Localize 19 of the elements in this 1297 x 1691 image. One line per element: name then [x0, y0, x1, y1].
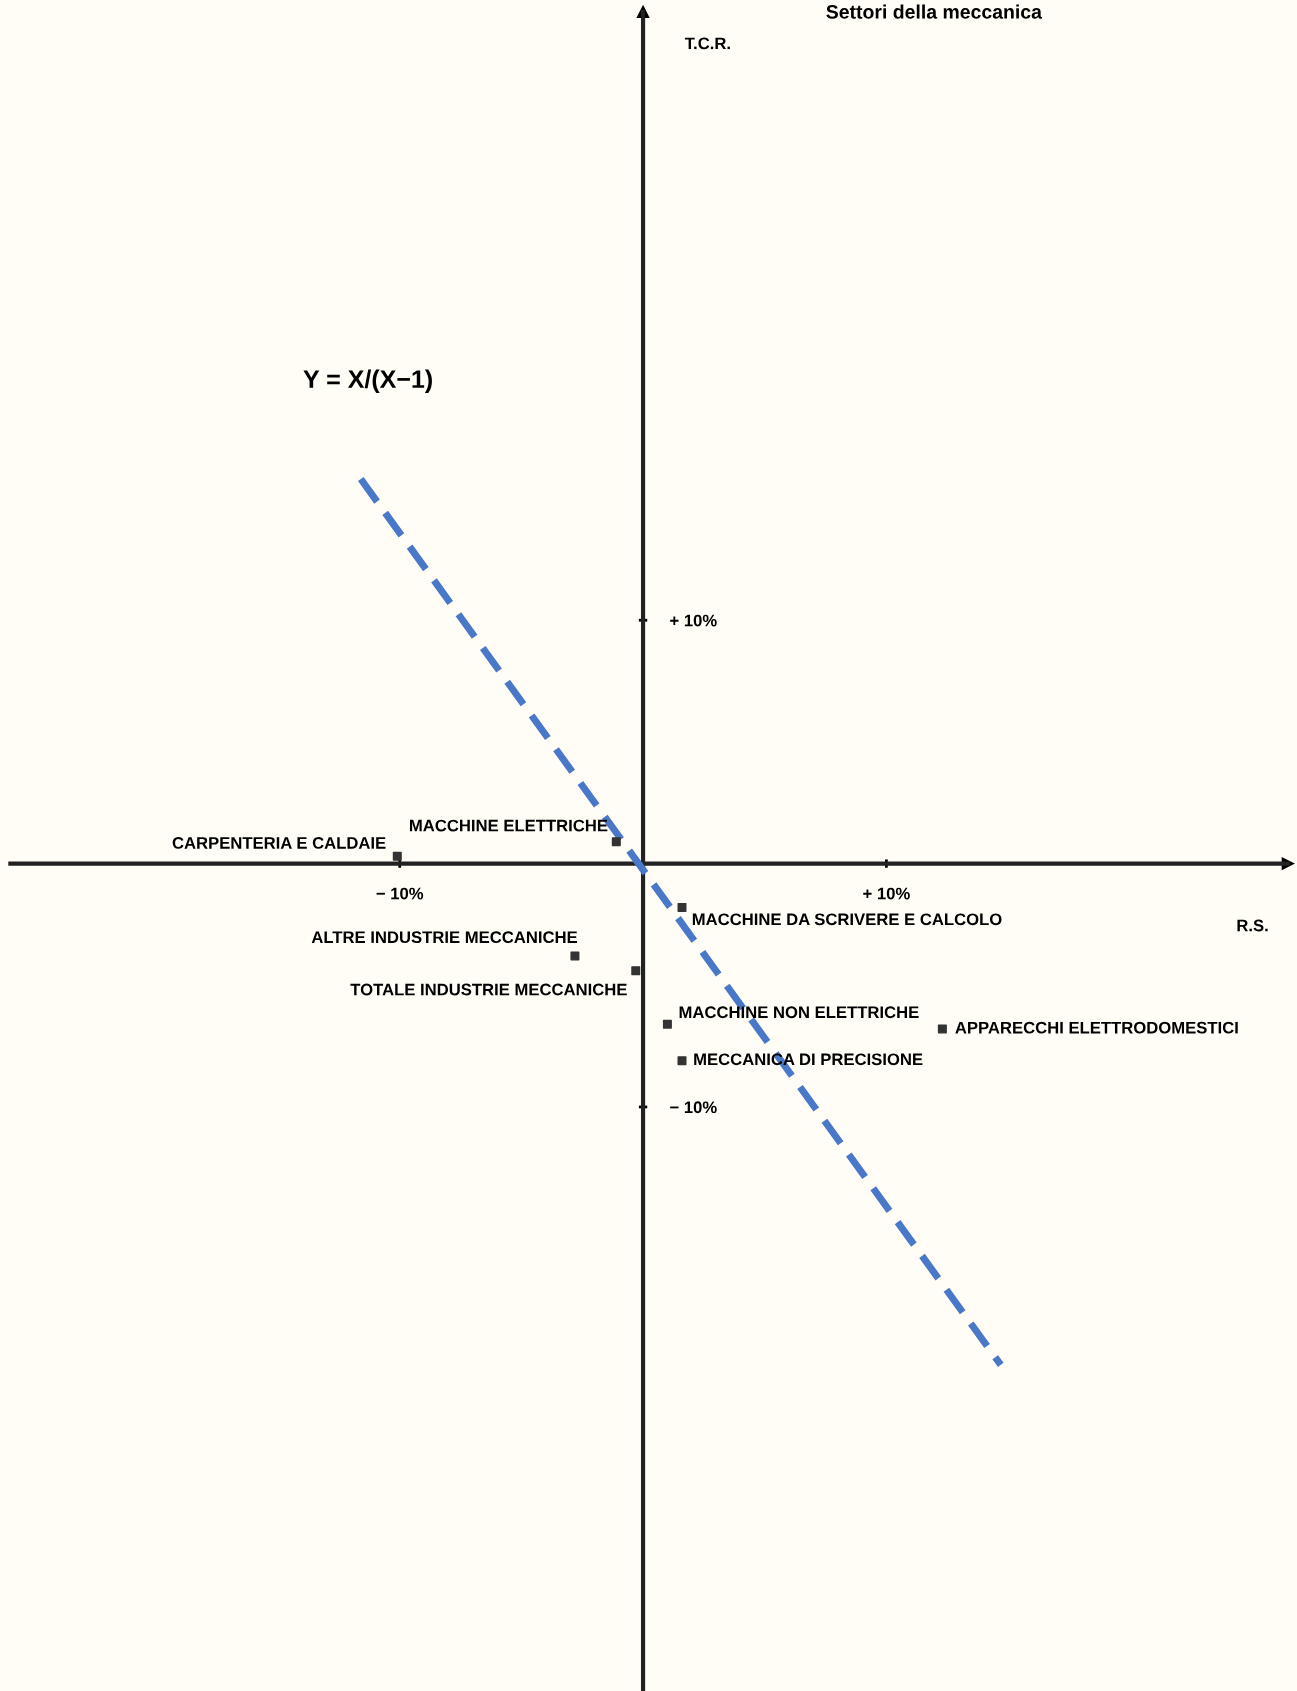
annotation: MACCHINE ELETTRICHE	[410, 819, 608, 832]
point	[631, 966, 641, 976]
point	[570, 951, 580, 961]
point	[677, 1056, 687, 1066]
point	[677, 902, 687, 912]
annotation: ALTRE INDUSTRIE MECCANICHE	[311, 931, 578, 944]
x-axis-title: R.S.	[1237, 919, 1268, 932]
annotation: CARPENTERIA E CALDAIE	[172, 837, 386, 849]
annotation: APPARECCHI ELETTRODOMESTICI	[955, 1021, 1238, 1034]
point	[937, 1024, 947, 1034]
annotation: MACCHINE NON ELETTRICHE	[679, 1006, 919, 1019]
point	[392, 851, 402, 861]
point	[662, 1019, 672, 1029]
chart-title: Settori della meccanica	[826, 4, 1043, 19]
point	[611, 837, 621, 847]
annotation: MACCHINE DA SCRIVERE E CALCOLO	[692, 913, 1002, 926]
annotation: TOTALE INDUSTRIE MECCANICHE	[350, 983, 627, 996]
y-axis-title: T.C.R.	[684, 37, 730, 50]
annotation: Y = X/(X−1)	[303, 369, 432, 393]
